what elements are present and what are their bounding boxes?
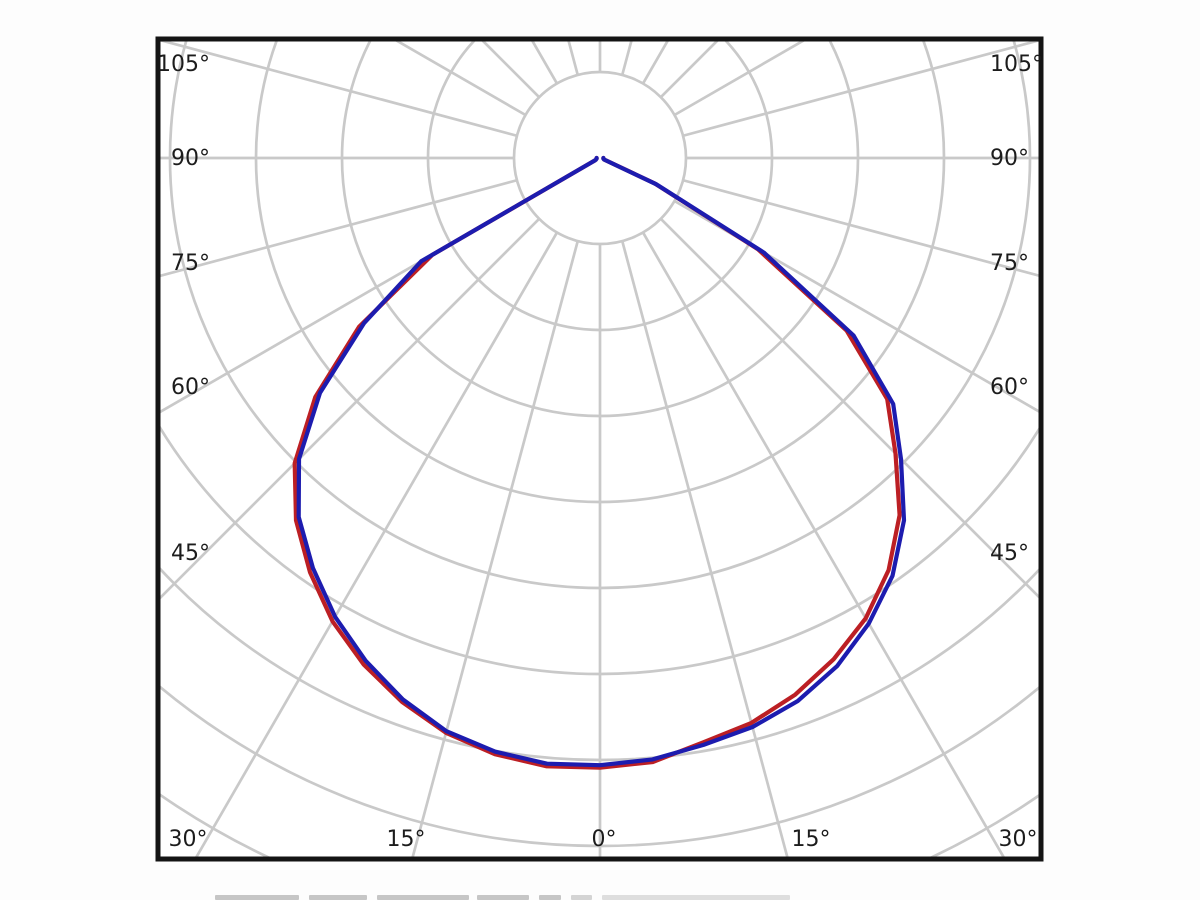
blue-curve bbox=[296, 155, 907, 768]
grid-spoke bbox=[620, 240, 789, 857]
grid-spoke bbox=[682, 41, 1039, 138]
angle-tick-right-105: 105° bbox=[990, 52, 1043, 77]
angle-tick-bottom-15R: 15° bbox=[792, 827, 831, 852]
grid-spoke bbox=[160, 217, 541, 600]
angle-tick-bottom-30R: 30° bbox=[999, 827, 1038, 852]
angle-tick-right-60: 60° bbox=[990, 375, 1029, 400]
grid-spoke bbox=[160, 41, 518, 138]
angle-tick-labels: 105° 90° 75° 60° 45° 105° 90° 75° 60° 45… bbox=[157, 52, 1043, 852]
angle-tick-right-90: 90° bbox=[990, 146, 1029, 171]
red-curve bbox=[292, 155, 902, 770]
grid-spoke bbox=[682, 178, 1039, 277]
cutoff-text-remnant-segment bbox=[309, 895, 367, 900]
cutoff-text-remnant-segment bbox=[377, 895, 469, 900]
cutoff-text-remnant-segment bbox=[215, 895, 299, 900]
cutoff-text-remnant-segment bbox=[602, 895, 790, 900]
angle-tick-left-90: 90° bbox=[171, 146, 210, 171]
angle-tick-bottom-30L: 30° bbox=[169, 827, 208, 852]
angle-tick-left-105: 105° bbox=[157, 52, 210, 77]
angle-tick-left-60: 60° bbox=[171, 375, 210, 400]
grid-spoke bbox=[160, 199, 527, 414]
cutoff-text-remnant bbox=[0, 895, 1200, 900]
intensity-curves bbox=[292, 155, 907, 770]
grid-spoke bbox=[659, 217, 1039, 599]
cutoff-text-remnant-segment bbox=[477, 895, 529, 900]
grid-spoke bbox=[411, 240, 580, 857]
grid-spoke bbox=[160, 178, 518, 278]
grid-spoke bbox=[395, 41, 527, 117]
angle-tick-left-45: 45° bbox=[171, 541, 210, 566]
angle-tick-bottom-0: 0° bbox=[592, 827, 617, 852]
grid-spoke bbox=[195, 231, 559, 857]
grid-spoke bbox=[673, 199, 1039, 413]
angle-tick-right-75: 75° bbox=[990, 251, 1029, 276]
angle-tick-left-75: 75° bbox=[171, 251, 210, 276]
cutoff-text-remnant-segment bbox=[539, 895, 561, 900]
angle-tick-bottom-15L: 15° bbox=[387, 827, 426, 852]
grid-spoke bbox=[641, 231, 1005, 857]
cutoff-text-remnant-segment bbox=[571, 895, 592, 900]
grid-spoke bbox=[673, 41, 805, 117]
angle-tick-right-45: 45° bbox=[990, 541, 1029, 566]
